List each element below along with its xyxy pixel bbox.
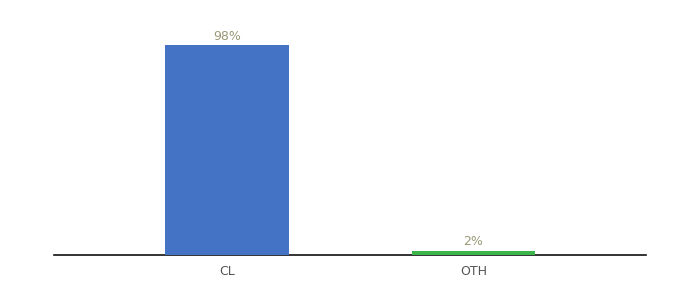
- Text: 2%: 2%: [464, 235, 483, 248]
- Bar: [165, 45, 288, 255]
- Text: 98%: 98%: [213, 30, 241, 43]
- Bar: [412, 251, 535, 255]
